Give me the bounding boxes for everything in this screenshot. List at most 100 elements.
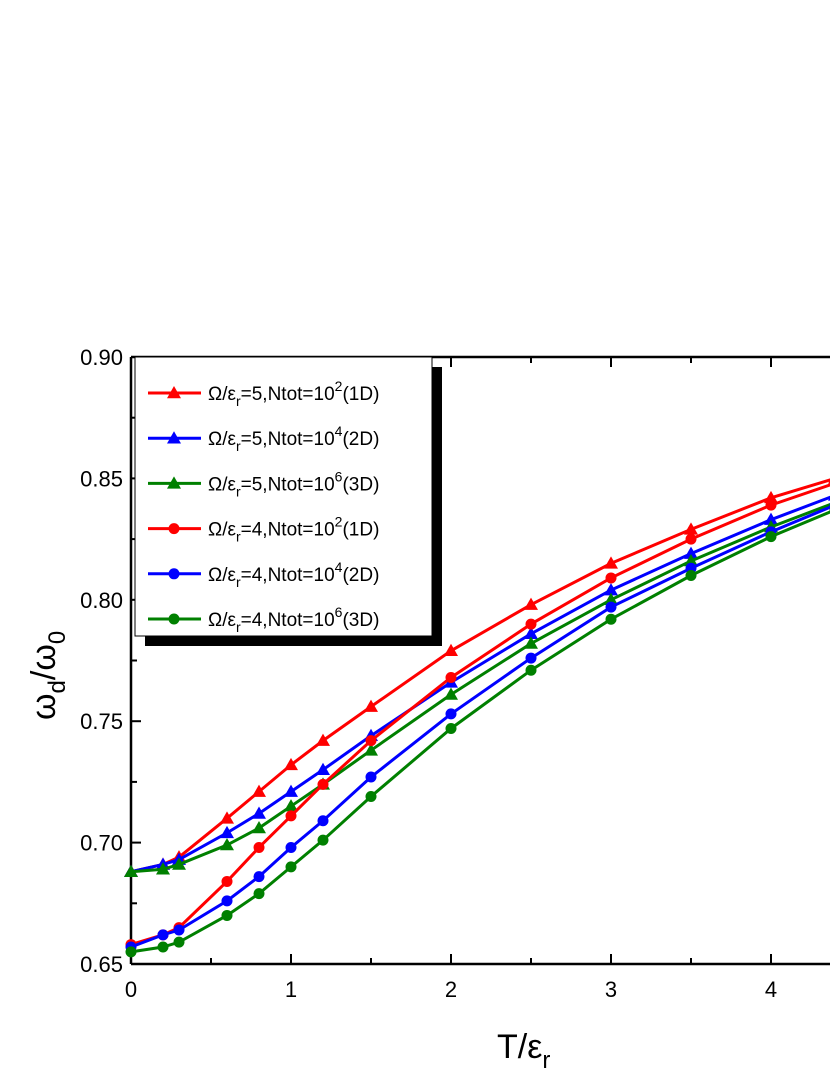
- legend-entry: Ω/εr=4,Ntot=102(1D): [148, 514, 379, 545]
- data-point: [444, 643, 458, 657]
- x-tick-label: 3: [605, 977, 617, 1002]
- data-point: [605, 601, 617, 613]
- data-point: [365, 790, 377, 802]
- series-line: [130, 483, 830, 947]
- legend-marker: [168, 568, 180, 580]
- data-point: [365, 771, 377, 783]
- series-line: [130, 502, 830, 874]
- data-point: [253, 871, 265, 883]
- data-point: [220, 825, 234, 839]
- data-point: [173, 924, 185, 936]
- data-point: [364, 743, 378, 756]
- legend-label: Ω/εr=5,Ntot=102(1D): [208, 378, 379, 409]
- data-point: [524, 636, 538, 649]
- data-point: [605, 572, 617, 584]
- series-5: [125, 502, 830, 953]
- data-point: [604, 592, 618, 606]
- legend-label: Ω/εr=5,Ntot=104(2D): [208, 423, 379, 454]
- series-line: [130, 478, 830, 874]
- legend-marker: [167, 476, 181, 489]
- legend: Ω/εr=5,Ntot=102(1D) Ω/εr=5,Ntot=104(2D) Ω/…: [134, 356, 442, 646]
- legend-entry: Ω/εr=5,Ntot=104(2D): [148, 423, 379, 454]
- data-point: [684, 553, 698, 567]
- data-point: [317, 778, 329, 790]
- data-point: [605, 613, 617, 625]
- legend-marker: [167, 431, 181, 444]
- data-point: [316, 762, 330, 776]
- data-point: [764, 490, 778, 504]
- data-point: [221, 875, 233, 887]
- data-point: [157, 941, 169, 953]
- legend-label: Ω/εr=5,Ntot=106(3D): [208, 468, 379, 499]
- legend-marker: [168, 523, 180, 535]
- data-point: [444, 687, 458, 700]
- legend-label: Ω/εr=4,Ntot=102(1D): [208, 514, 379, 545]
- series-4: [125, 480, 830, 951]
- data-point: [172, 857, 186, 870]
- series-6: [125, 507, 830, 958]
- series-line: [130, 495, 830, 874]
- data-point: [364, 699, 378, 712]
- data-point: [221, 895, 233, 907]
- data-point: [220, 838, 234, 851]
- series-line: [130, 510, 830, 954]
- data-point: [445, 708, 457, 720]
- data-point: [284, 784, 298, 797]
- data-point: [317, 815, 329, 827]
- legend-entry: Ω/εr=5,Ntot=102(1D): [148, 378, 379, 409]
- legend-label: Ω/εr=4,Ntot=104(2D): [208, 559, 379, 590]
- data-point: [124, 864, 138, 877]
- y-tick-label: 0.85: [80, 466, 123, 491]
- data-point: [685, 570, 697, 582]
- data-point: [173, 936, 185, 948]
- legend-marker: [167, 386, 181, 399]
- data-point: [157, 929, 169, 941]
- data-point: [365, 735, 377, 747]
- data-point: [221, 909, 233, 921]
- data-point: [764, 512, 778, 525]
- data-point: [604, 583, 618, 596]
- axis-labels: T/εr ωd/ω0: [25, 631, 550, 1074]
- y-tick-label: 0.65: [80, 952, 123, 977]
- data-point: [220, 811, 234, 824]
- legend-box: [134, 356, 433, 637]
- data-point: [525, 618, 537, 630]
- y-axis-title: ωd/ω0: [25, 631, 71, 720]
- data-point: [284, 757, 298, 771]
- data-point: [765, 499, 777, 511]
- data-point: [685, 533, 697, 545]
- x-tick-label: 2: [445, 977, 457, 1002]
- series-line: [130, 505, 830, 949]
- y-tick-label: 0.80: [80, 588, 123, 613]
- data-point: [253, 888, 265, 900]
- legend-entry: Ω/εr=4,Ntot=106(3D): [148, 604, 379, 635]
- data-point: [252, 821, 266, 834]
- data-point: [252, 784, 266, 797]
- data-point: [285, 810, 297, 822]
- data-point: [125, 946, 137, 958]
- data-point: [684, 522, 698, 535]
- data-point: [525, 652, 537, 664]
- data-point: [285, 861, 297, 873]
- legend-entry: Ω/εr=4,Ntot=104(2D): [148, 559, 379, 590]
- data-point: [684, 546, 698, 559]
- y-tick-label: 0.75: [80, 709, 123, 734]
- data-point: [445, 671, 457, 683]
- y-tick-label: 0.90: [80, 345, 123, 370]
- legend-marker: [168, 613, 180, 625]
- x-tick-label: 0: [125, 977, 137, 1002]
- data-point: [524, 597, 538, 610]
- x-axis-title: T/εr: [497, 1028, 550, 1074]
- data-point: [765, 531, 777, 543]
- data-point: [524, 626, 538, 640]
- data-point: [252, 806, 266, 819]
- data-point: [285, 841, 297, 853]
- series-layer: [124, 478, 830, 958]
- x-tick-label: 1: [285, 977, 297, 1002]
- y-tick-label: 0.70: [80, 831, 123, 856]
- data-point: [316, 733, 330, 746]
- data-point: [253, 841, 265, 853]
- x-tick-label: 4: [765, 977, 777, 1002]
- legend-label: Ω/εr=4,Ntot=106(3D): [208, 604, 379, 635]
